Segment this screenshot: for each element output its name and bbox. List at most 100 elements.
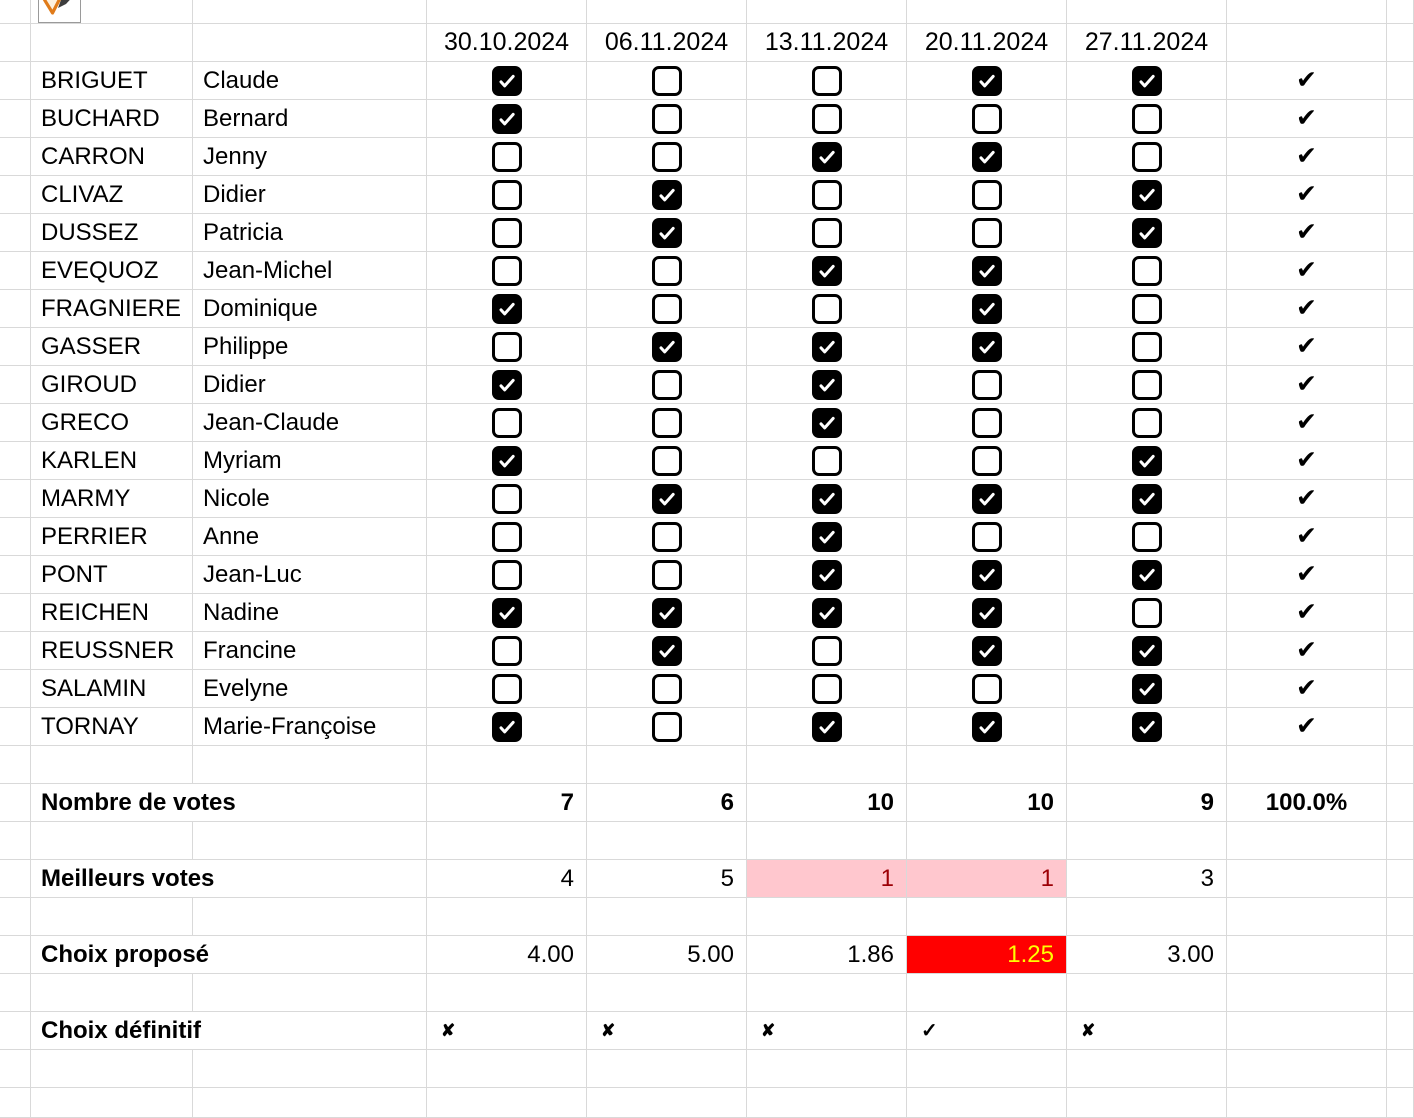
checkbox-unchecked[interactable]: [1131, 597, 1162, 628]
checkbox-checked[interactable]: [971, 141, 1002, 172]
checkbox-unchecked[interactable]: [491, 521, 522, 552]
empty-cell: [1227, 822, 1387, 860]
checkbox-unchecked[interactable]: [1131, 331, 1162, 362]
checkbox-unchecked[interactable]: [811, 217, 842, 248]
checkbox-unchecked[interactable]: [971, 521, 1002, 552]
checkbox-checked[interactable]: [811, 521, 842, 552]
checkbox-unchecked[interactable]: [651, 711, 682, 742]
checkbox-unchecked[interactable]: [651, 559, 682, 590]
checkbox-checked[interactable]: [491, 293, 522, 324]
checkbox-checked[interactable]: [1131, 217, 1162, 248]
checkbox-checked[interactable]: [651, 217, 682, 248]
checkbox-unchecked[interactable]: [651, 103, 682, 134]
checkbox-checked[interactable]: [971, 711, 1002, 742]
empty-cell: [907, 898, 1067, 936]
checkbox-unchecked[interactable]: [971, 369, 1002, 400]
checkbox-checked[interactable]: [651, 179, 682, 210]
checkbox-checked[interactable]: [811, 331, 842, 362]
checkbox-unchecked[interactable]: [811, 293, 842, 324]
checkbox-checked[interactable]: [491, 711, 522, 742]
checkbox-checked[interactable]: [971, 559, 1002, 590]
checkbox-checked[interactable]: [971, 597, 1002, 628]
checkbox-unchecked[interactable]: [491, 255, 522, 286]
checkbox-unchecked[interactable]: [971, 673, 1002, 704]
checkbox-unchecked[interactable]: [1131, 103, 1162, 134]
checkbox-unchecked[interactable]: [491, 141, 522, 172]
empty-cell: [1227, 24, 1387, 62]
checkbox-unchecked[interactable]: [811, 445, 842, 476]
empty-cell: [0, 176, 31, 214]
empty-cell: [31, 0, 193, 24]
person-lastname: EVEQUOZ: [31, 252, 193, 290]
checkbox-unchecked[interactable]: [1131, 407, 1162, 438]
checkbox-unchecked[interactable]: [651, 141, 682, 172]
checkbox-unchecked[interactable]: [651, 255, 682, 286]
checkbox-checked[interactable]: [971, 483, 1002, 514]
checkbox-unchecked[interactable]: [651, 521, 682, 552]
checkbox-unchecked[interactable]: [651, 673, 682, 704]
checkbox-unchecked[interactable]: [651, 369, 682, 400]
checkbox-unchecked[interactable]: [491, 635, 522, 666]
person-firstname: Patricia: [193, 214, 427, 252]
checkbox-checked[interactable]: [1131, 559, 1162, 590]
checkbox-checked[interactable]: [971, 635, 1002, 666]
checkbox-checked[interactable]: [491, 597, 522, 628]
checkbox-checked[interactable]: [1131, 65, 1162, 96]
checkbox-checked[interactable]: [811, 407, 842, 438]
checkbox-unchecked[interactable]: [971, 217, 1002, 248]
checkbox-checked[interactable]: [971, 255, 1002, 286]
checkbox-checked[interactable]: [651, 597, 682, 628]
checkbox-checked[interactable]: [1131, 445, 1162, 476]
checkbox-unchecked[interactable]: [491, 179, 522, 210]
checkbox-checked[interactable]: [491, 445, 522, 476]
checkbox-checked[interactable]: [811, 711, 842, 742]
checkbox-unchecked[interactable]: [491, 407, 522, 438]
checkbox-unchecked[interactable]: [651, 293, 682, 324]
checkbox-unchecked[interactable]: [811, 673, 842, 704]
checkbox-unchecked[interactable]: [811, 635, 842, 666]
checkbox-checked[interactable]: [651, 483, 682, 514]
checkbox-unchecked[interactable]: [651, 65, 682, 96]
checkbox-unchecked[interactable]: [971, 103, 1002, 134]
checkbox-unchecked[interactable]: [651, 407, 682, 438]
checkbox-unchecked[interactable]: [811, 179, 842, 210]
checkbox-checked[interactable]: [1131, 483, 1162, 514]
checkbox-unchecked[interactable]: [491, 559, 522, 590]
checkbox-unchecked[interactable]: [491, 673, 522, 704]
checkbox-unchecked[interactable]: [491, 483, 522, 514]
checkbox-unchecked[interactable]: [1131, 141, 1162, 172]
checkbox-checked[interactable]: [651, 331, 682, 362]
checkbox-checked[interactable]: [971, 331, 1002, 362]
checkbox-checked[interactable]: [971, 65, 1002, 96]
checkbox-checked[interactable]: [1131, 711, 1162, 742]
checkbox-checked[interactable]: [811, 597, 842, 628]
checkbox-checked[interactable]: [651, 635, 682, 666]
checkbox-checked[interactable]: [811, 255, 842, 286]
checkbox-checked[interactable]: [491, 103, 522, 134]
checkbox-unchecked[interactable]: [491, 217, 522, 248]
checkbox-checked[interactable]: [811, 483, 842, 514]
checkbox-checked[interactable]: [491, 65, 522, 96]
checkbox-checked[interactable]: [1131, 673, 1162, 704]
checkbox-unchecked[interactable]: [1131, 255, 1162, 286]
checkbox-unchecked[interactable]: [971, 407, 1002, 438]
checkbox-checked[interactable]: [971, 293, 1002, 324]
checkbox-unchecked[interactable]: [491, 331, 522, 362]
checkbox-unchecked[interactable]: [1131, 293, 1162, 324]
checkbox-unchecked[interactable]: [1131, 369, 1162, 400]
checkbox-unchecked[interactable]: [1131, 521, 1162, 552]
checkbox-checked[interactable]: [811, 141, 842, 172]
checkbox-unchecked[interactable]: [971, 179, 1002, 210]
checkbox-unchecked[interactable]: [971, 445, 1002, 476]
checkbox-checked[interactable]: [491, 369, 522, 400]
checkbox-checked[interactable]: [1131, 179, 1162, 210]
vote-cell: [1067, 366, 1227, 404]
checkbox-unchecked[interactable]: [811, 103, 842, 134]
checkbox-unchecked[interactable]: [651, 445, 682, 476]
checkbox-unchecked[interactable]: [811, 65, 842, 96]
embedded-object-button[interactable]: [38, 0, 81, 23]
checkbox-checked[interactable]: [811, 369, 842, 400]
checkbox-checked[interactable]: [1131, 635, 1162, 666]
checkbox-checked[interactable]: [811, 559, 842, 590]
